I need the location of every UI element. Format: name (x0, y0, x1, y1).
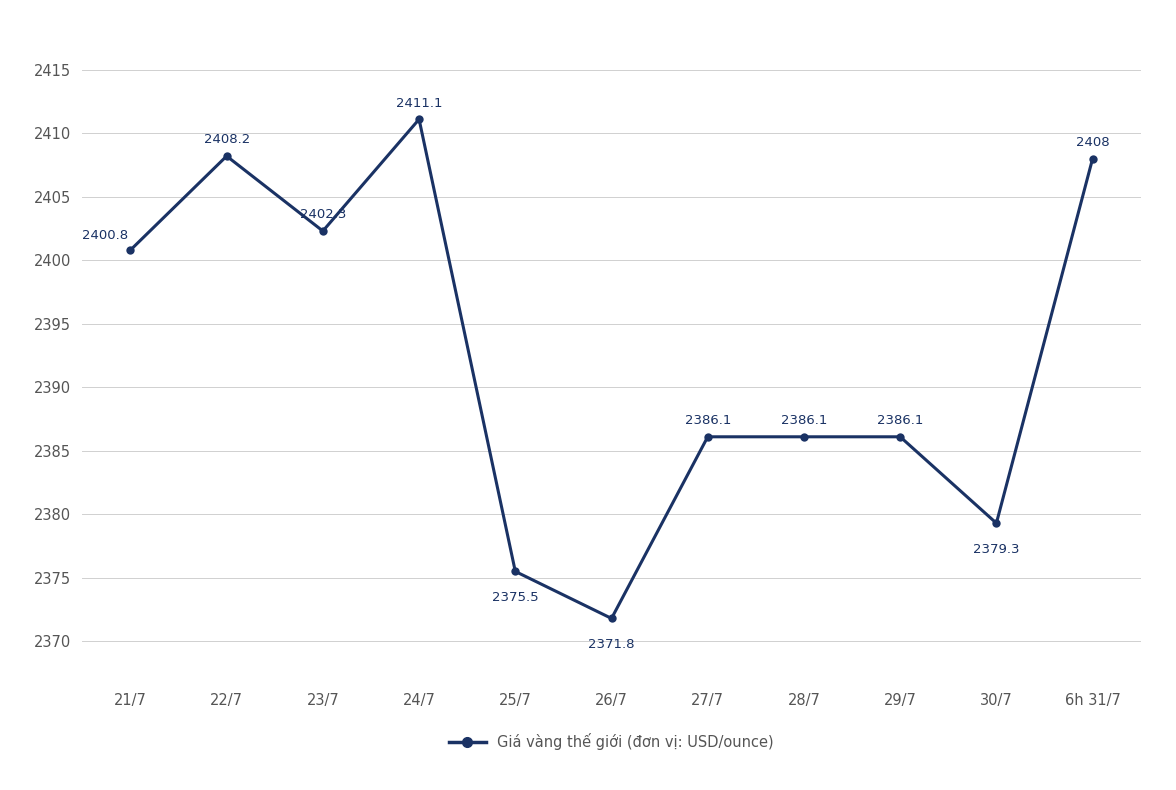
Point (890, 431, 909, 443)
Point (1083, 152, 1102, 165)
Text: 2411.1: 2411.1 (396, 96, 442, 110)
Text: 2408.2: 2408.2 (203, 134, 249, 146)
Point (699, 431, 717, 443)
Legend: Giá vàng thế giới (đơn vị: USD/ounce): Giá vàng thế giới (đơn vị: USD/ounce) (443, 728, 780, 756)
Text: 2371.8: 2371.8 (588, 638, 635, 651)
Text: 2386.1: 2386.1 (684, 414, 731, 427)
Point (506, 565, 524, 577)
Text: 2400.8: 2400.8 (82, 229, 128, 242)
Point (314, 224, 333, 237)
Text: 2408: 2408 (1076, 136, 1109, 149)
Point (602, 612, 621, 625)
Text: 2375.5: 2375.5 (492, 591, 539, 604)
Point (987, 517, 1005, 529)
Text: 2386.1: 2386.1 (781, 414, 827, 427)
Point (409, 113, 428, 126)
Text: 2402.3: 2402.3 (300, 209, 346, 221)
Text: 2386.1: 2386.1 (877, 414, 923, 427)
Point (121, 244, 140, 257)
Point (795, 431, 814, 443)
Text: 2379.3: 2379.3 (974, 543, 1020, 555)
Point (218, 150, 236, 163)
